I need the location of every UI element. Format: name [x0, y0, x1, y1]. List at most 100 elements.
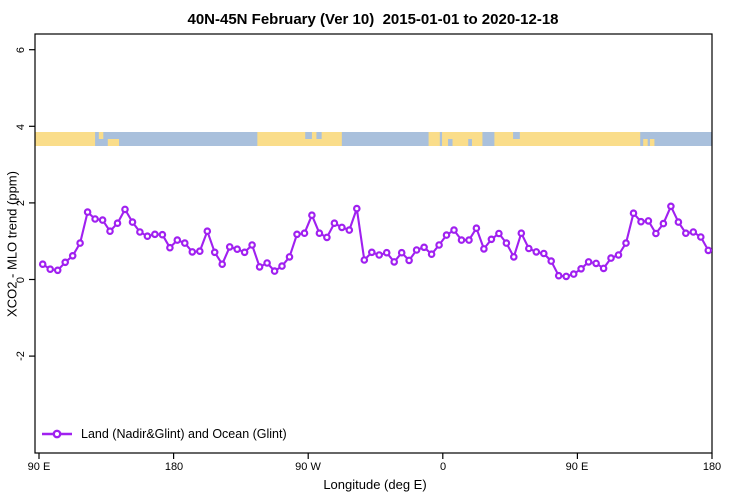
data-point-marker [427, 250, 436, 259]
data-point-marker [225, 243, 234, 251]
band-land-segment [98, 132, 104, 139]
x-tick-label-180-left: 180 [164, 461, 184, 473]
data-point-marker [68, 252, 77, 260]
data-point-marker [278, 262, 286, 270]
data-point-marker [91, 215, 99, 223]
data-point-marker [143, 232, 152, 241]
data-point-marker [659, 219, 668, 228]
data-point-marker [98, 216, 107, 224]
data-point-marker [263, 259, 271, 267]
data-point-marker [345, 226, 354, 234]
data-point-marker [382, 248, 391, 257]
data-point-marker [240, 248, 249, 257]
data-point-marker [599, 264, 608, 273]
band-ocean-segment [305, 132, 312, 139]
data-point-marker [53, 266, 62, 275]
data-point-marker [113, 219, 122, 228]
data-point-marker [255, 263, 264, 271]
data-point-marker [472, 224, 481, 233]
band-land-segment [649, 139, 655, 146]
data-point-marker [166, 243, 174, 252]
data-point-marker [300, 229, 309, 238]
data-point-marker [367, 248, 376, 257]
band-ocean-segment [316, 132, 322, 139]
data-point-marker [696, 233, 705, 241]
data-point-marker [652, 229, 660, 238]
chart-title: 40N-45N February (Ver 10) 2015-01-01 to … [187, 11, 559, 28]
legend-label: Land (Nadir&Glint) and Ocean (Glint) [81, 427, 287, 441]
data-point-marker [412, 246, 421, 254]
data-point-marker [569, 270, 578, 278]
data-point-marker [539, 249, 548, 258]
band-land-segment [428, 132, 440, 146]
data-point-marker [210, 248, 219, 257]
data-point-marker [577, 264, 585, 273]
data-point-marker [637, 217, 645, 226]
x-axis-title: Longitude (deg E) [323, 477, 427, 492]
data-point-marker [457, 236, 466, 244]
data-point-marker [547, 257, 556, 265]
y-tick-label-neg2: -2 [15, 351, 27, 361]
data-point-marker [203, 227, 212, 236]
data-point-marker [509, 253, 518, 261]
data-point-marker [480, 245, 488, 253]
data-point-marker [315, 229, 324, 238]
data-point-marker [158, 230, 167, 239]
data-point-marker [667, 202, 675, 211]
data-point-marker [592, 259, 600, 268]
data-point-marker [151, 230, 159, 239]
data-point-marker [375, 251, 384, 259]
data-point-marker [584, 258, 593, 266]
data-point-marker [360, 256, 369, 264]
data-point-marker [465, 236, 473, 244]
y-tick-label-2: 2 [15, 199, 27, 207]
band-land-segment [257, 132, 342, 146]
band-land-segment [35, 132, 96, 146]
data-point-marker [83, 208, 92, 216]
band-ocean-segment [513, 132, 520, 139]
series-line [41, 205, 710, 278]
data-point-marker [38, 260, 47, 269]
data-point-marker [196, 247, 204, 256]
data-point-marker [681, 229, 690, 238]
data-point-marker [128, 218, 137, 226]
data-point-marker [450, 226, 458, 234]
data-point-marker [270, 267, 279, 275]
data-point-marker [435, 241, 443, 249]
data-point-marker [188, 248, 197, 256]
data-point-marker [502, 239, 511, 247]
data-point-marker [121, 205, 129, 214]
band-ocean-segment [448, 139, 453, 146]
data-point-marker [338, 223, 346, 232]
data-point-marker [218, 260, 227, 269]
x-tick-label-90w: 90 W [295, 461, 321, 473]
data-point-marker [285, 253, 294, 261]
x-tick-label-90e-right: 90 E [565, 461, 589, 473]
data-point-marker [517, 229, 526, 238]
data-point-marker [397, 248, 406, 257]
data-point-marker [487, 235, 496, 244]
data-point-marker [674, 218, 683, 226]
x-tick-label-90e-left: 90 E [27, 461, 51, 473]
y-tick-label-4: 4 [15, 123, 27, 131]
data-point-marker [629, 209, 638, 218]
data-point-marker [607, 254, 615, 262]
data-point-marker [323, 233, 331, 242]
data-point-marker [248, 241, 256, 249]
x-tick-label-0: 0 [439, 461, 447, 473]
data-point-marker [405, 256, 413, 265]
data-point-marker [420, 243, 428, 252]
band-land-segment [643, 139, 648, 146]
data-point-marker [495, 229, 503, 238]
data-point-marker [524, 244, 533, 253]
data-point-marker [181, 239, 189, 247]
band-land-segment [107, 139, 120, 146]
data-point-marker [61, 258, 69, 267]
data-point-marker [106, 227, 114, 236]
data-point-marker [173, 236, 182, 244]
x-tick-label-180-right: 180 [702, 461, 722, 473]
plot-box [34, 33, 713, 454]
data-point-marker [689, 228, 698, 236]
